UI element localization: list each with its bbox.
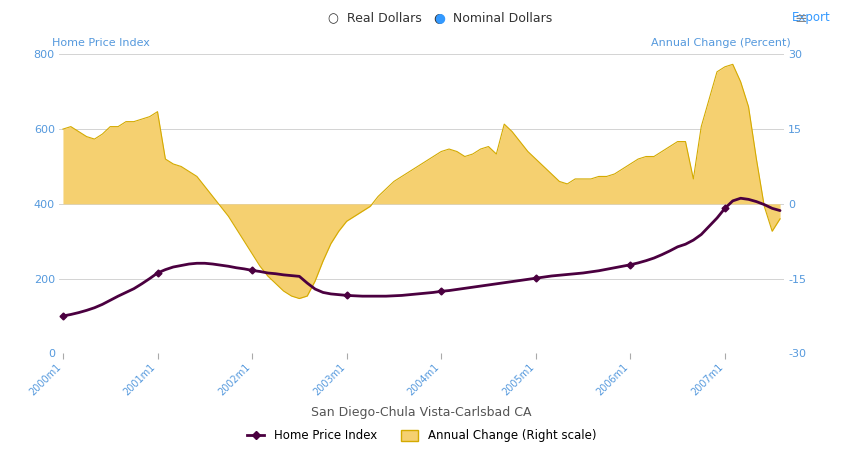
X-axis label: San Diego-Chula Vista-Carlsbad CA: San Diego-Chula Vista-Carlsbad CA [311,405,532,419]
Legend: Home Price Index, Annual Change (Right scale): Home Price Index, Annual Change (Right s… [242,424,601,447]
Text: Annual Change (Percent): Annual Change (Percent) [652,39,792,48]
Text: Home Price Index: Home Price Index [51,39,150,48]
Text: ○  Real Dollars: ○ Real Dollars [328,11,422,24]
Text: Export: Export [792,11,830,24]
Text: ●  Nominal Dollars: ● Nominal Dollars [434,11,552,24]
Text: ≡: ≡ [795,11,808,26]
Text: ●: ● [434,11,445,24]
